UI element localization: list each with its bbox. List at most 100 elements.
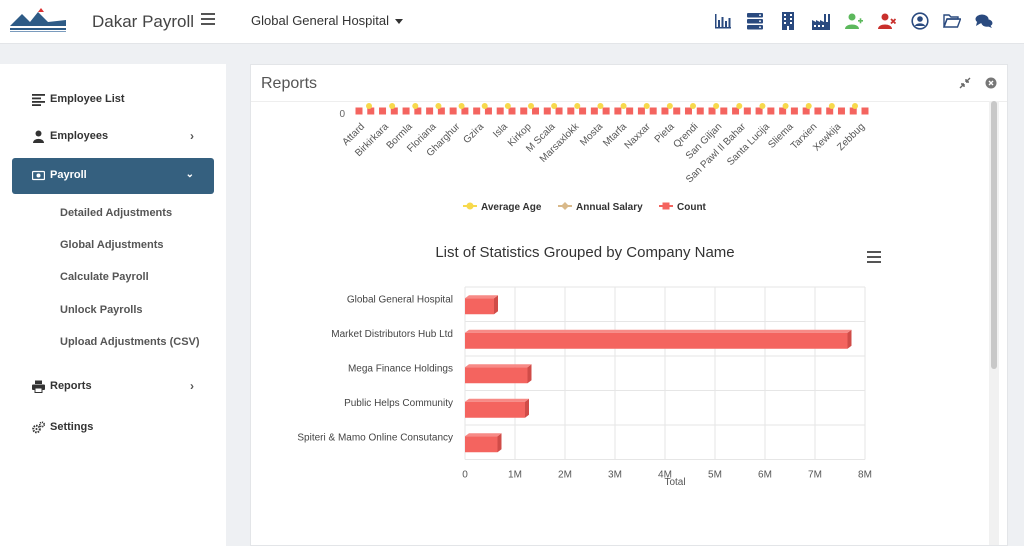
bar-chart-icon[interactable] xyxy=(714,12,732,30)
count-point[interactable] xyxy=(790,107,798,115)
average-age-point[interactable] xyxy=(412,103,419,109)
submenu-global-adjustments[interactable]: Global Adjustments xyxy=(60,239,164,251)
average-age-point[interactable] xyxy=(666,103,673,109)
sidebar-item-settings[interactable]: Settings xyxy=(12,410,214,446)
average-age-point[interactable] xyxy=(504,103,511,109)
average-age-point[interactable] xyxy=(551,103,558,109)
user-circle-icon[interactable] xyxy=(911,12,929,30)
scrollbar-thumb[interactable] xyxy=(991,101,997,369)
count-point[interactable] xyxy=(684,107,692,115)
count-point[interactable] xyxy=(437,107,445,115)
count-point[interactable] xyxy=(673,107,681,115)
count-point[interactable] xyxy=(579,107,587,115)
count-point[interactable] xyxy=(449,107,457,115)
count-point[interactable] xyxy=(814,107,822,115)
submenu-detailed-adjustments[interactable]: Detailed Adjustments xyxy=(60,207,173,219)
average-age-point[interactable] xyxy=(782,103,789,109)
count-point[interactable] xyxy=(473,107,481,115)
sidebar-item-reports[interactable]: Reports › xyxy=(12,369,214,405)
count-point[interactable] xyxy=(414,107,422,115)
legend-item-average-age[interactable]: Average Age xyxy=(463,202,542,213)
count-point[interactable] xyxy=(861,107,869,115)
count-point[interactable] xyxy=(720,107,728,115)
count-point[interactable] xyxy=(708,107,716,115)
submenu-upload-adjustments[interactable]: Upload Adjustments (CSV) xyxy=(60,336,200,348)
count-point[interactable] xyxy=(837,107,845,115)
count-point[interactable] xyxy=(508,107,516,115)
sidebar-item-payroll[interactable]: Payroll ⌄ xyxy=(12,158,214,194)
count-point[interactable] xyxy=(661,107,669,115)
average-age-point[interactable] xyxy=(458,103,465,109)
count-point[interactable] xyxy=(696,107,704,115)
bar[interactable] xyxy=(465,436,498,453)
user-add-icon[interactable] xyxy=(845,12,863,30)
average-age-point[interactable] xyxy=(620,103,627,109)
server-icon[interactable] xyxy=(746,12,764,30)
submenu-calculate-payroll[interactable]: Calculate Payroll xyxy=(60,271,149,283)
compress-icon[interactable] xyxy=(959,77,971,89)
close-icon[interactable] xyxy=(985,77,997,89)
count-point[interactable] xyxy=(649,107,657,115)
count-point[interactable] xyxy=(555,107,563,115)
average-age-point[interactable] xyxy=(574,103,581,109)
legend-item-annual-salary[interactable]: Annual Salary xyxy=(558,202,643,213)
average-age-point[interactable] xyxy=(481,103,488,109)
average-age-point[interactable] xyxy=(366,103,372,109)
count-point[interactable] xyxy=(779,107,787,115)
legend-item-count[interactable]: Count xyxy=(659,202,707,213)
average-age-point[interactable] xyxy=(713,103,720,109)
count-point[interactable] xyxy=(614,107,622,115)
bar[interactable] xyxy=(465,401,525,418)
average-age-point[interactable] xyxy=(759,103,766,109)
user-remove-icon[interactable] xyxy=(878,12,896,30)
count-point[interactable] xyxy=(767,107,775,115)
average-age-point[interactable] xyxy=(597,103,604,109)
count-point[interactable] xyxy=(484,107,492,115)
factory-icon[interactable] xyxy=(812,12,830,30)
average-age-point[interactable] xyxy=(389,103,396,109)
company-selector[interactable]: Global General Hospital xyxy=(251,13,404,28)
sidebar-item-employee-list[interactable]: Employee List xyxy=(12,82,214,118)
count-point[interactable] xyxy=(567,107,575,115)
count-point[interactable] xyxy=(379,107,387,115)
count-point[interactable] xyxy=(743,107,751,115)
count-point[interactable] xyxy=(826,107,834,115)
count-point[interactable] xyxy=(626,107,634,115)
count-point[interactable] xyxy=(461,107,469,115)
count-point[interactable] xyxy=(849,107,857,115)
count-point[interactable] xyxy=(355,107,363,115)
count-point[interactable] xyxy=(802,107,810,115)
sidebar-item-employees[interactable]: Employees › xyxy=(12,119,214,155)
building-icon[interactable] xyxy=(779,12,797,30)
average-age-point[interactable] xyxy=(805,103,812,109)
folder-open-icon[interactable] xyxy=(943,12,961,30)
average-age-point[interactable] xyxy=(852,103,858,109)
submenu-unlock-payrolls[interactable]: Unlock Payrolls xyxy=(60,304,143,316)
count-point[interactable] xyxy=(637,107,645,115)
chart-menu-button[interactable] xyxy=(867,251,881,263)
count-point[interactable] xyxy=(402,107,410,115)
count-point[interactable] xyxy=(520,107,528,115)
average-age-point[interactable] xyxy=(736,103,743,109)
bar[interactable] xyxy=(465,298,494,315)
count-point[interactable] xyxy=(590,107,598,115)
bar[interactable] xyxy=(465,332,848,349)
bar[interactable] xyxy=(465,367,528,384)
count-point[interactable] xyxy=(496,107,504,115)
menu-toggle-icon[interactable] xyxy=(201,13,215,25)
count-point[interactable] xyxy=(543,107,551,115)
count-point[interactable] xyxy=(602,107,610,115)
count-point[interactable] xyxy=(532,107,540,115)
average-age-point[interactable] xyxy=(643,103,650,109)
count-point[interactable] xyxy=(755,107,763,115)
scrollbar[interactable] xyxy=(989,101,999,545)
average-age-point[interactable] xyxy=(828,103,835,109)
count-point[interactable] xyxy=(426,107,434,115)
count-point[interactable] xyxy=(390,107,398,115)
count-point[interactable] xyxy=(367,107,375,115)
average-age-point[interactable] xyxy=(528,103,534,109)
average-age-point[interactable] xyxy=(690,103,696,109)
comments-icon[interactable] xyxy=(975,12,993,30)
average-age-point[interactable] xyxy=(435,103,442,109)
count-point[interactable] xyxy=(732,107,740,115)
